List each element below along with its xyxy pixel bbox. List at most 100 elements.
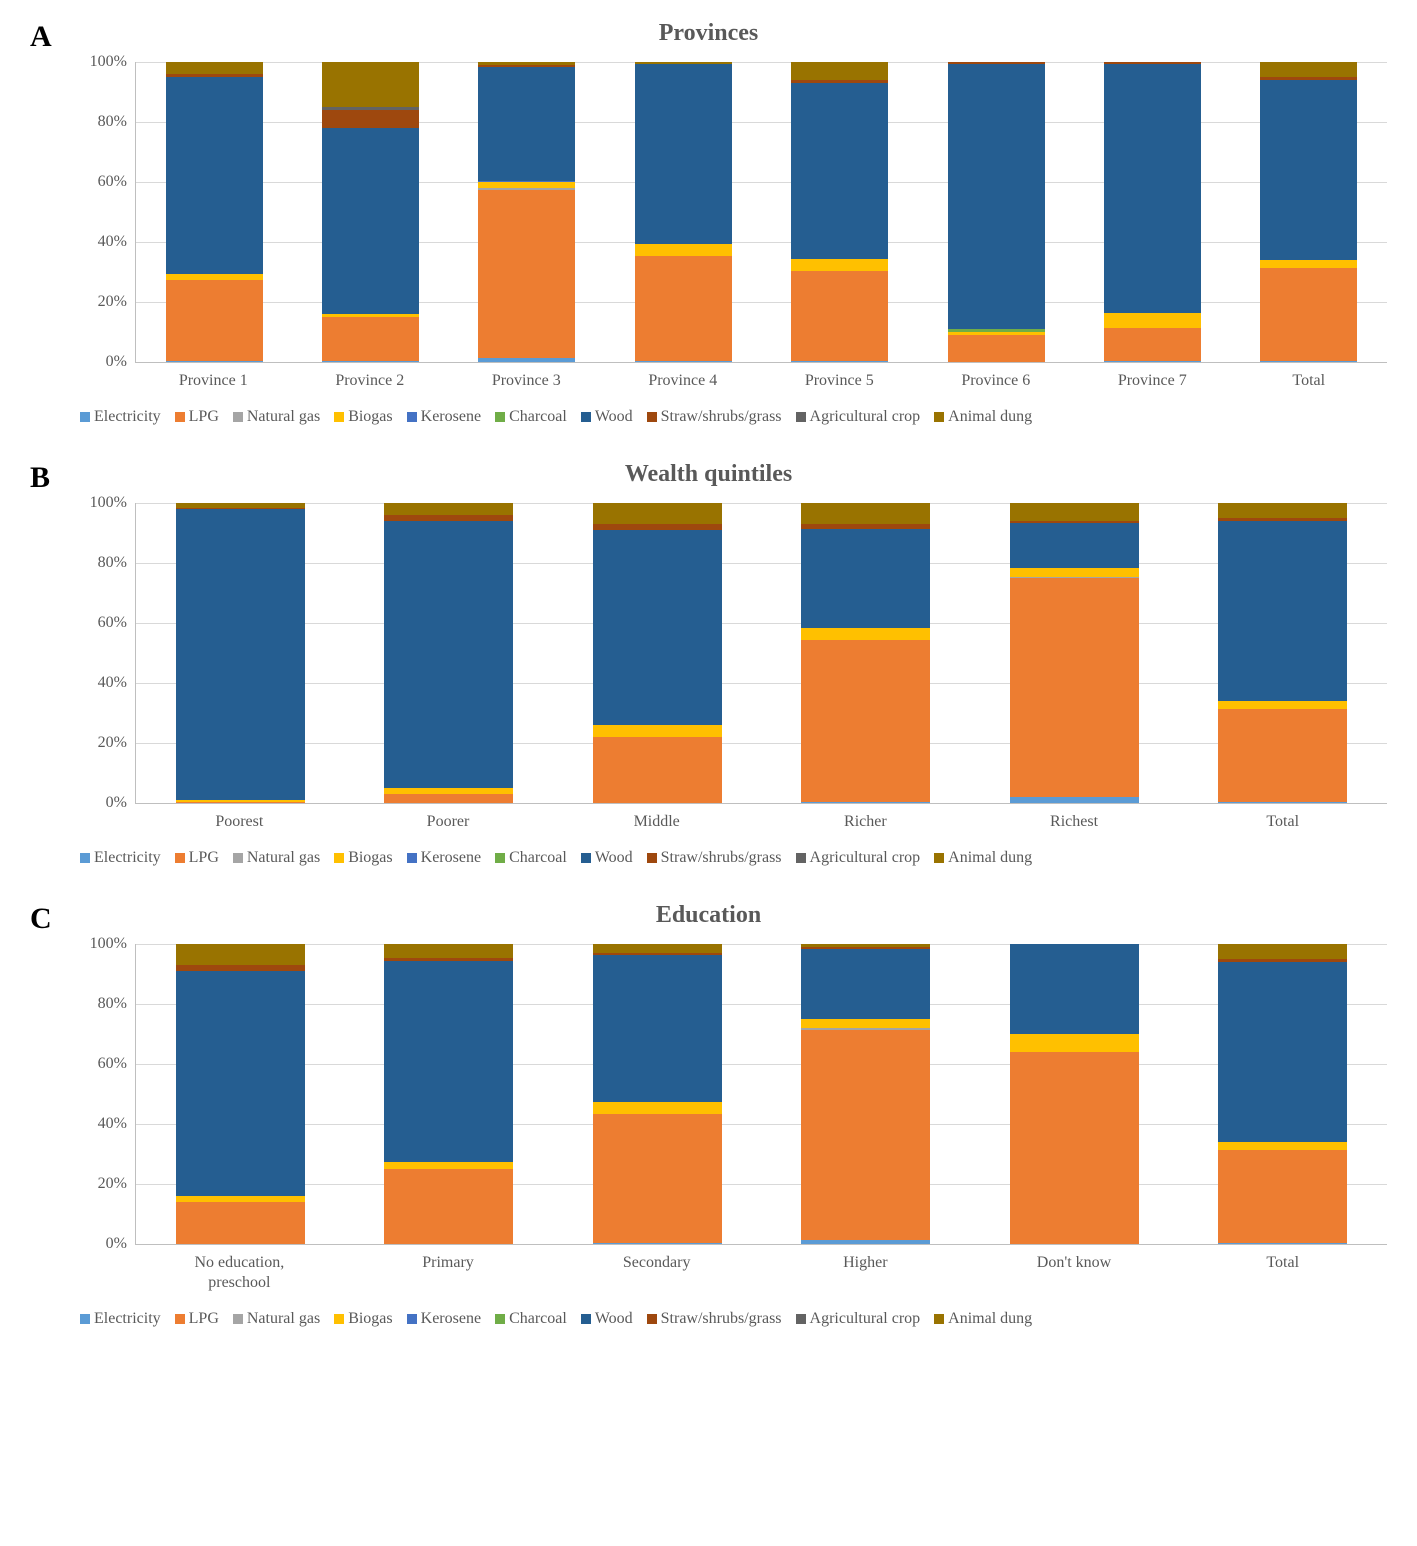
legend-label: Wood bbox=[595, 1310, 633, 1328]
bar-segment bbox=[801, 949, 930, 1020]
bar-group bbox=[553, 503, 762, 803]
legend-swatch bbox=[407, 853, 417, 863]
legend-label: Charcoal bbox=[509, 1310, 567, 1328]
bar-group bbox=[136, 503, 345, 803]
legend-label: LPG bbox=[189, 408, 219, 426]
stacked-bar bbox=[478, 62, 575, 362]
bar-segment bbox=[593, 725, 722, 737]
legend-swatch bbox=[233, 412, 243, 422]
stacked-bar bbox=[791, 62, 888, 362]
chart-area: 100%80%60%40%20%0% bbox=[80, 62, 1387, 363]
legend-swatch bbox=[581, 1314, 591, 1324]
legend-swatch bbox=[647, 853, 657, 863]
legend-swatch bbox=[407, 412, 417, 422]
legend-label: Agricultural crop bbox=[810, 849, 921, 867]
legend-swatch bbox=[80, 1314, 90, 1324]
stacked-bar bbox=[166, 62, 263, 362]
bar-segment bbox=[384, 944, 513, 958]
bar-group bbox=[136, 944, 345, 1244]
bar-segment bbox=[635, 244, 732, 256]
bar-group bbox=[970, 503, 1179, 803]
bar-segment bbox=[791, 83, 888, 259]
legend-item: Straw/shrubs/grass bbox=[647, 849, 782, 867]
panel-letter: A bbox=[30, 20, 80, 54]
y-tick-label: 20% bbox=[98, 293, 127, 311]
bar-segment bbox=[801, 529, 930, 628]
legend-item: Natural gas bbox=[233, 849, 320, 867]
stacked-bar bbox=[1218, 503, 1347, 803]
x-tick-label: Poorest bbox=[135, 804, 344, 831]
bar-segment bbox=[384, 521, 513, 788]
panel-C: CEducation100%80%60%40%20%0%No education… bbox=[30, 902, 1387, 1327]
legend-item: Kerosene bbox=[407, 408, 481, 426]
legend-item: Straw/shrubs/grass bbox=[647, 408, 782, 426]
legend-label: Biogas bbox=[348, 408, 392, 426]
legend-item: Charcoal bbox=[495, 408, 567, 426]
bar-segment bbox=[384, 794, 513, 803]
legend-label: Straw/shrubs/grass bbox=[661, 408, 782, 426]
legend-swatch bbox=[495, 853, 505, 863]
legend-item: Animal dung bbox=[934, 849, 1032, 867]
stacked-bar bbox=[384, 503, 513, 803]
x-tick-label: Higher bbox=[761, 1245, 970, 1291]
bar-segment bbox=[1218, 701, 1347, 709]
legend-swatch bbox=[581, 853, 591, 863]
legend-label: Agricultural crop bbox=[810, 1310, 921, 1328]
legend-swatch bbox=[796, 1314, 806, 1324]
x-tick-label: Province 6 bbox=[918, 363, 1075, 390]
legend-swatch bbox=[796, 853, 806, 863]
bar-group bbox=[1231, 62, 1387, 362]
bar-segment bbox=[1010, 503, 1139, 521]
x-axis-labels: Province 1Province 2Province 3Province 4… bbox=[80, 363, 1387, 390]
y-tick-label: 60% bbox=[98, 614, 127, 632]
legend-item: Electricity bbox=[80, 408, 161, 426]
y-tick-label: 40% bbox=[98, 233, 127, 251]
stacked-bar bbox=[801, 944, 930, 1244]
stacked-bar bbox=[1010, 944, 1139, 1244]
stacked-bar bbox=[1010, 503, 1139, 803]
stacked-bar bbox=[1260, 62, 1357, 362]
bar-group bbox=[136, 62, 292, 362]
x-tick-label: Total bbox=[1231, 363, 1388, 390]
bar-segment bbox=[1010, 568, 1139, 577]
legend-label: Electricity bbox=[94, 1310, 161, 1328]
y-tick-label: 0% bbox=[106, 1235, 127, 1253]
bar-segment bbox=[635, 361, 732, 363]
panel-title: Wealth quintiles bbox=[80, 461, 1337, 488]
bar-segment bbox=[1260, 361, 1357, 363]
bar-segment bbox=[948, 64, 1045, 330]
bar-segment bbox=[1010, 1052, 1139, 1244]
x-tick-label: Province 4 bbox=[605, 363, 762, 390]
legend-label: Charcoal bbox=[509, 849, 567, 867]
bar-segment bbox=[166, 77, 263, 274]
legend-item: Straw/shrubs/grass bbox=[647, 1310, 782, 1328]
bar-segment bbox=[1260, 268, 1357, 361]
y-tick-label: 0% bbox=[106, 353, 127, 371]
legend-label: Electricity bbox=[94, 849, 161, 867]
bars-row bbox=[136, 62, 1387, 362]
stacked-bar bbox=[801, 503, 930, 803]
legend-swatch bbox=[175, 412, 185, 422]
bar-segment bbox=[478, 67, 575, 181]
bar-segment bbox=[384, 503, 513, 515]
y-tick-label: 100% bbox=[90, 494, 127, 512]
bar-group bbox=[762, 62, 918, 362]
bar-group bbox=[1074, 62, 1230, 362]
bar-segment bbox=[1104, 328, 1201, 361]
legend: ElectricityLPGNatural gasBiogasKeroseneC… bbox=[80, 408, 1387, 426]
bar-group bbox=[762, 944, 971, 1244]
bar-segment bbox=[593, 503, 722, 524]
legend-item: Charcoal bbox=[495, 1310, 567, 1328]
bar-segment bbox=[593, 1243, 722, 1245]
legend-label: Animal dung bbox=[948, 849, 1032, 867]
legend-swatch bbox=[334, 853, 344, 863]
bar-segment bbox=[801, 1240, 930, 1245]
x-tick-label: Province 5 bbox=[761, 363, 918, 390]
legend-swatch bbox=[80, 853, 90, 863]
legend-label: Natural gas bbox=[247, 1310, 320, 1328]
bar-segment bbox=[1010, 523, 1139, 568]
legend-item: Natural gas bbox=[233, 1310, 320, 1328]
bar-group bbox=[345, 503, 554, 803]
y-axis: 100%80%60%40%20%0% bbox=[80, 503, 135, 803]
bar-group bbox=[605, 62, 761, 362]
